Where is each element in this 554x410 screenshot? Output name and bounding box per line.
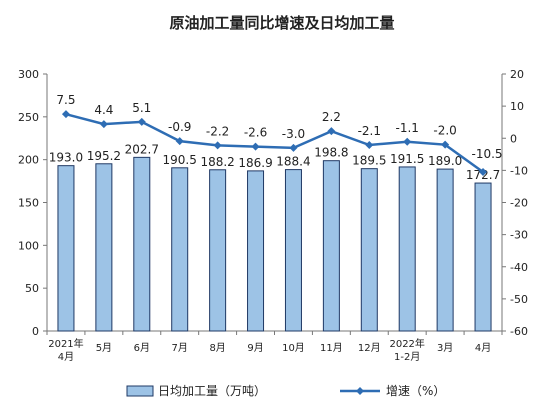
line-point-marker bbox=[441, 140, 450, 149]
bar bbox=[171, 167, 189, 332]
bar bbox=[95, 163, 113, 332]
line-point-marker bbox=[137, 117, 146, 126]
line-value-label: 7.5 bbox=[56, 93, 75, 107]
right-tick-label: -40 bbox=[510, 261, 528, 274]
bar-value-label: 191.5 bbox=[390, 152, 424, 166]
bar bbox=[474, 182, 492, 332]
bar bbox=[322, 160, 340, 332]
x-tick-label: 4月 bbox=[58, 351, 74, 363]
line-value-label: -0.9 bbox=[168, 120, 191, 134]
legend-bar-label: 日均加工量（万吨） bbox=[158, 384, 266, 398]
right-tick-label: -20 bbox=[510, 197, 528, 210]
x-tick-label: 6月 bbox=[134, 342, 150, 354]
x-tick-label: 1-2月 bbox=[394, 351, 420, 363]
x-tick-label: 10月 bbox=[282, 342, 305, 354]
bar bbox=[360, 168, 378, 332]
bar-value-label: 188.2 bbox=[200, 155, 234, 169]
left-tick-label: 200 bbox=[18, 154, 39, 167]
right-tick-label: 10 bbox=[510, 100, 524, 113]
bar-value-label: 195.2 bbox=[87, 149, 121, 163]
x-tick-label: 3月 bbox=[437, 342, 453, 354]
bar bbox=[247, 170, 265, 332]
line-value-label: -10.5 bbox=[472, 147, 503, 161]
line-point-marker bbox=[99, 120, 108, 129]
right-tick-label: 0 bbox=[510, 132, 517, 145]
left-tick-label: 100 bbox=[18, 239, 39, 252]
line-point-marker bbox=[327, 127, 336, 136]
right-tick-label: -60 bbox=[510, 325, 528, 338]
x-tick-label: 9月 bbox=[247, 342, 263, 354]
x-tick-label: 5月 bbox=[96, 342, 112, 354]
line-series bbox=[61, 110, 488, 176]
bar-value-label: 188.4 bbox=[276, 155, 310, 169]
legend-line-marker bbox=[356, 387, 364, 395]
left-tick-label: 250 bbox=[18, 111, 39, 124]
left-tick-label: 0 bbox=[32, 325, 39, 338]
x-tick-label: 11月 bbox=[320, 342, 343, 354]
line-point-marker bbox=[251, 142, 260, 151]
legend-line-label: 增速（%） bbox=[386, 384, 445, 398]
line-point-marker bbox=[61, 110, 70, 119]
bar-series bbox=[57, 156, 492, 332]
bar bbox=[57, 165, 75, 332]
x-tick-label: 2021年 bbox=[48, 337, 83, 350]
left-tick-label: 50 bbox=[25, 282, 39, 295]
right-tick-label: -10 bbox=[510, 164, 528, 177]
right-tick-label: 20 bbox=[510, 68, 524, 81]
line-value-label: -3.0 bbox=[282, 127, 305, 141]
legend: 日均加工量（万吨） 增速（%） bbox=[126, 384, 445, 398]
bar-value-label: 190.5 bbox=[163, 153, 197, 167]
line-value-label: 5.1 bbox=[132, 101, 151, 115]
growth-line bbox=[65, 112, 484, 173]
bar bbox=[209, 169, 227, 332]
x-tick-label: 4月 bbox=[475, 342, 491, 354]
bar-value-label: 189.5 bbox=[352, 154, 386, 168]
line-value-label: -2.1 bbox=[358, 124, 381, 138]
line-value-label: -2.6 bbox=[244, 126, 267, 140]
bar bbox=[398, 166, 416, 332]
bar-value-label: 198.8 bbox=[314, 146, 348, 160]
line-value-label: 2.2 bbox=[322, 110, 341, 124]
x-tick-label: 7月 bbox=[172, 342, 188, 354]
bar-value-label: 186.9 bbox=[238, 156, 272, 170]
line-value-label: -2.2 bbox=[206, 124, 229, 138]
x-tick-label: 8月 bbox=[209, 342, 225, 354]
line-point-marker bbox=[289, 143, 298, 152]
bar-value-label: 189.0 bbox=[428, 154, 462, 168]
right-tick-label: -30 bbox=[510, 229, 528, 242]
x-tick-label: 2022年 bbox=[389, 337, 424, 350]
line-value-label: -2.0 bbox=[433, 124, 456, 138]
line-point-marker bbox=[175, 137, 184, 146]
line-data-labels: 7.5 4.4 5.1 -0.9 -2.2 -2.6 -3.0 2.2 -2.1 -1.1 -2.0… bbox=[56, 93, 502, 161]
x-tick-label: 12月 bbox=[358, 342, 381, 354]
line-point-marker bbox=[213, 141, 222, 150]
bar-value-label: 202.7 bbox=[125, 142, 159, 156]
bar bbox=[436, 168, 454, 332]
bar bbox=[284, 169, 302, 332]
chart-title: 原油加工量同比增速及日均加工量 bbox=[169, 14, 394, 32]
line-point-marker bbox=[403, 137, 412, 146]
legend-bar-swatch bbox=[126, 385, 154, 397]
right-tick-label: -50 bbox=[510, 293, 528, 306]
line-value-label: -1.1 bbox=[395, 121, 418, 135]
line-value-label: 4.4 bbox=[94, 103, 113, 117]
bar-value-label: 193.0 bbox=[49, 151, 83, 165]
left-tick-label: 300 bbox=[18, 68, 39, 81]
axes: 0 50 100 150 200 250 300 -60 -50 -40 -30 -20 -10 0 10 2… bbox=[18, 68, 528, 338]
left-tick-label: 150 bbox=[18, 197, 39, 210]
line-point-marker bbox=[479, 167, 488, 176]
line-point-marker bbox=[365, 140, 374, 149]
bar bbox=[133, 156, 151, 332]
